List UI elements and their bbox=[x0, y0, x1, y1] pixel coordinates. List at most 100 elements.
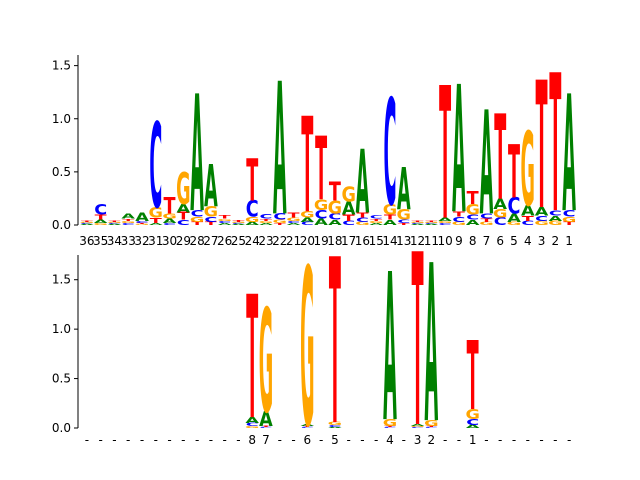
position-label: 8 bbox=[248, 433, 256, 447]
position-label: - bbox=[443, 433, 447, 447]
logo-letter-a: A bbox=[273, 46, 287, 257]
logo-letter-c: C bbox=[246, 423, 259, 428]
logo-letter-c: C bbox=[80, 223, 93, 225]
position-label: - bbox=[319, 433, 323, 447]
position-label: - bbox=[291, 433, 295, 447]
logo-letter-g: G bbox=[314, 197, 328, 214]
logo-letter-t: T bbox=[274, 222, 287, 225]
logo-letter-t: T bbox=[219, 215, 231, 220]
position-label: - bbox=[402, 433, 406, 447]
position-label: - bbox=[526, 433, 530, 447]
logo-letter-a: A bbox=[466, 219, 480, 228]
position-label: 4 bbox=[386, 433, 394, 447]
logo-letter-t: T bbox=[164, 193, 176, 218]
logo-letter-t: T bbox=[480, 218, 492, 223]
logo-letter-a: A bbox=[369, 222, 383, 225]
logo-letter-g: G bbox=[286, 217, 300, 222]
logo-letter-g: G bbox=[521, 111, 535, 229]
logo-letter-a: A bbox=[425, 224, 439, 226]
position-label: 28 bbox=[189, 234, 204, 248]
logo-letter-c: C bbox=[177, 219, 190, 228]
position-label: 10 bbox=[437, 234, 452, 248]
y-tick-label: 0.0 bbox=[52, 218, 71, 232]
logo-letter-a: A bbox=[466, 425, 480, 430]
position-label: 25 bbox=[231, 234, 246, 248]
logo-letter-c: C bbox=[287, 220, 300, 223]
logo-letter-g: G bbox=[259, 279, 273, 445]
logo-letter-a: A bbox=[383, 219, 397, 228]
position-label: - bbox=[140, 433, 144, 447]
logo-letter-t: T bbox=[494, 91, 506, 227]
logo-letter-c: C bbox=[508, 193, 521, 218]
logo-letter-a: A bbox=[232, 224, 246, 226]
logo-letter-c: C bbox=[301, 221, 314, 226]
logo-letter-t: T bbox=[246, 148, 258, 216]
logo-letter-c: C bbox=[549, 209, 562, 218]
logo-letter-a: A bbox=[342, 199, 356, 219]
logo-letter-c: C bbox=[411, 427, 424, 429]
logo-letter-t: T bbox=[205, 221, 217, 226]
logo-letter-t: T bbox=[398, 222, 411, 225]
logo-letter-c: C bbox=[439, 222, 452, 225]
logo-letter-t: T bbox=[343, 213, 356, 223]
logo-letter-c: C bbox=[480, 212, 493, 221]
logo-letter-t: T bbox=[95, 213, 108, 222]
logo-letter-t: T bbox=[467, 189, 479, 209]
logo-letter-g: G bbox=[231, 221, 245, 223]
position-label: 30 bbox=[162, 234, 177, 248]
logo-letter-c: C bbox=[301, 427, 314, 429]
logo-letter-a: A bbox=[452, 51, 466, 254]
y-tick-label: 1.0 bbox=[52, 322, 71, 336]
position-label: 15 bbox=[369, 234, 384, 248]
logo-letter-g: G bbox=[217, 218, 231, 221]
logo-letter-g: G bbox=[383, 201, 397, 218]
logo-letter-a: A bbox=[204, 153, 218, 221]
logo-letter-g: G bbox=[438, 220, 452, 223]
logo-letter-g: G bbox=[149, 204, 163, 221]
logo-letter-c: C bbox=[163, 222, 176, 225]
logo-letter-g: G bbox=[135, 224, 149, 226]
position-label: - bbox=[498, 433, 502, 447]
logo-letter-a: A bbox=[356, 132, 370, 233]
logo-letter-c: C bbox=[122, 222, 135, 225]
logo-letter-a: A bbox=[218, 222, 232, 225]
position-label: 11 bbox=[424, 234, 439, 248]
logo-letter-g: G bbox=[452, 221, 466, 226]
logo-letter-g: G bbox=[176, 163, 190, 214]
position-label: - bbox=[278, 433, 282, 447]
logo-letter-g: G bbox=[493, 207, 507, 221]
logo-letter-a: A bbox=[314, 217, 328, 227]
logo-letter-a: A bbox=[121, 212, 135, 221]
logo-letter-a: A bbox=[190, 61, 204, 248]
logo-letter-a: A bbox=[507, 211, 521, 225]
logo-letter-a: A bbox=[328, 219, 342, 228]
logo-letter-c: C bbox=[425, 427, 438, 429]
logo-letter-t: T bbox=[177, 211, 189, 222]
logo-letter-c: C bbox=[425, 223, 438, 225]
position-label: 18 bbox=[327, 234, 342, 248]
logo-letter-c: C bbox=[315, 208, 328, 222]
logo-letter-a: A bbox=[549, 214, 563, 223]
logo-letter-a: A bbox=[94, 219, 108, 224]
logo-letter-a: A bbox=[108, 224, 122, 226]
logo-letter-g: G bbox=[273, 219, 287, 224]
logo-letter-a: A bbox=[425, 220, 439, 472]
logo-letter-c: C bbox=[466, 418, 479, 427]
logo-letter-t: T bbox=[122, 218, 135, 221]
logo-letter-g: G bbox=[369, 220, 383, 223]
position-label: - bbox=[539, 433, 543, 447]
logo-letter-t: T bbox=[384, 213, 397, 222]
logo-letter-c: C bbox=[328, 212, 341, 222]
logo-letter-t: T bbox=[232, 219, 245, 222]
logo-letter-a: A bbox=[438, 217, 452, 222]
logo-letter-t: T bbox=[536, 47, 548, 250]
y-tick-label: 1.5 bbox=[52, 273, 71, 287]
logo-letter-a: A bbox=[245, 416, 259, 425]
top-logo-panel: 0.00.51.01.5ACGT36GATC35ACGT34CGTA33GTCA… bbox=[52, 34, 576, 261]
logo-letter-g: G bbox=[383, 418, 397, 429]
position-label: 24 bbox=[245, 234, 260, 248]
logo-letter-t: T bbox=[301, 91, 313, 244]
logo-letter-a: A bbox=[411, 224, 425, 226]
logo-letter-g: G bbox=[465, 201, 479, 218]
